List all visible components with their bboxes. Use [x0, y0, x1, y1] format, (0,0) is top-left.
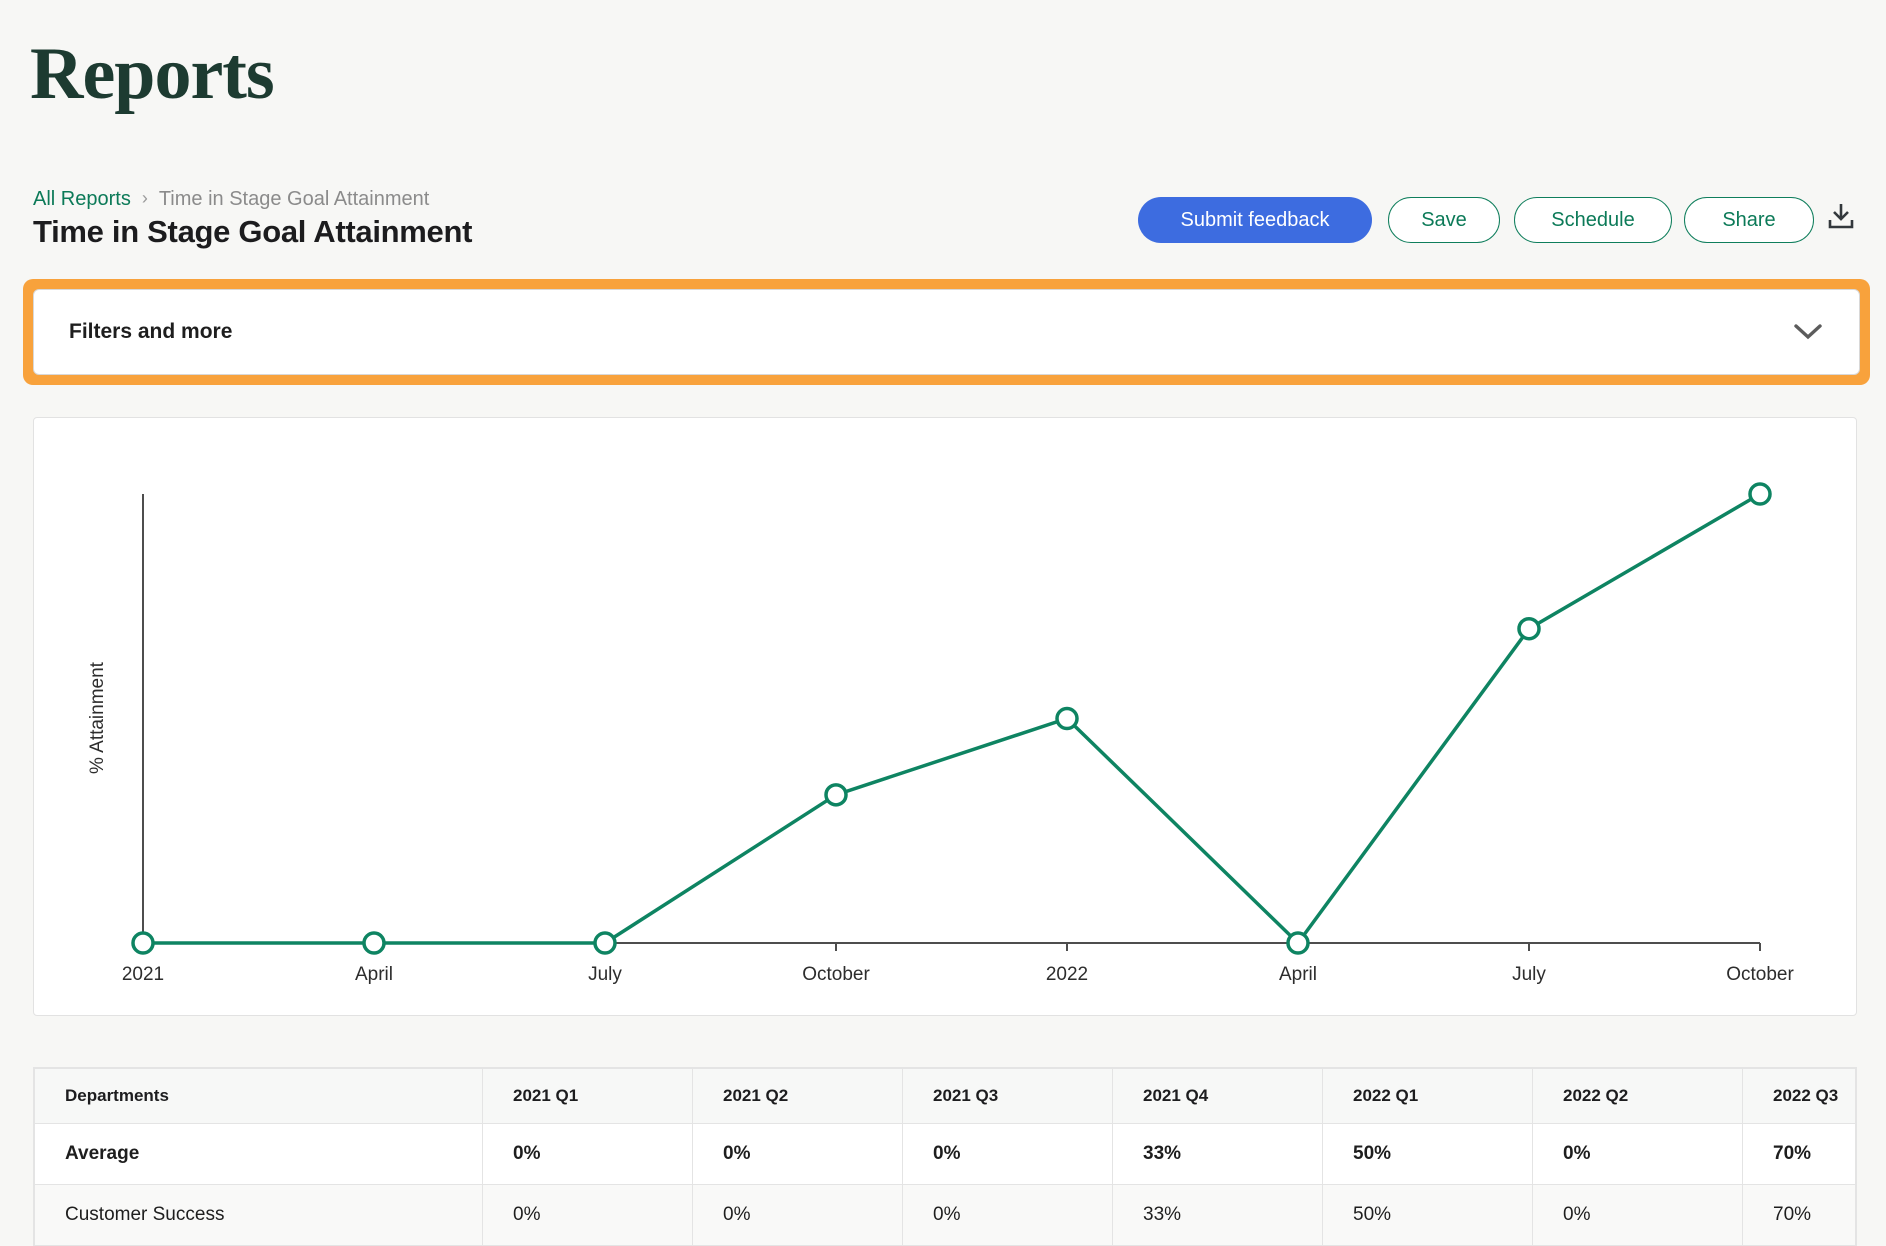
- table-header-cell: 2021 Q2: [692, 1068, 903, 1124]
- report-title: Time in Stage Goal Attainment: [33, 214, 473, 249]
- table-row: Customer Success 0% 0% 0% 33% 50% 0% 70%: [34, 1184, 1856, 1246]
- table-row-label: Customer Success: [34, 1184, 483, 1246]
- data-point-2022 Q1[interactable]: [1055, 706, 1079, 731]
- table-cell: 50%: [1322, 1184, 1533, 1246]
- x-tick-label: April: [1279, 964, 1317, 985]
- table-cell: 50%: [1322, 1123, 1533, 1185]
- data-point-2022 Q3[interactable]: [1517, 616, 1541, 641]
- breadcrumb-all-reports-link[interactable]: All Reports: [33, 188, 131, 210]
- download-button[interactable]: [1824, 200, 1858, 234]
- breadcrumb-chevron-icon: ›: [141, 188, 148, 208]
- data-point-2021 Q4[interactable]: [824, 783, 848, 807]
- data-point-2022 Q4[interactable]: [1748, 482, 1772, 506]
- page-title: Reports: [30, 33, 275, 115]
- x-tick-label: 2022: [1046, 964, 1088, 985]
- table-header-cell: 2022 Q3: [1742, 1068, 1856, 1124]
- table-header-cell: 2022 Q1: [1322, 1068, 1533, 1124]
- data-point-2021 Q3[interactable]: [593, 931, 617, 955]
- share-button[interactable]: Share: [1684, 197, 1814, 243]
- save-button[interactable]: Save: [1388, 197, 1500, 243]
- breadcrumb-current: Time in Stage Goal Attainment: [158, 188, 430, 210]
- x-tick-label: October: [802, 964, 870, 985]
- submit-feedback-button[interactable]: Submit feedback: [1138, 197, 1372, 243]
- table-header-cell: 2021 Q4: [1112, 1068, 1323, 1124]
- departments-table: Departments 2021 Q1 2021 Q2 2021 Q3 2021 Q4 2…: [34, 1068, 1856, 1246]
- x-tick-label: July: [588, 964, 622, 985]
- departments-table-card: Departments 2021 Q1 2021 Q2 2021 Q3 2021 Q4 2…: [33, 1067, 1857, 1246]
- data-point-2021 Q2[interactable]: [362, 931, 386, 955]
- table-row-label: Average: [34, 1123, 483, 1185]
- table-cell: 0%: [692, 1123, 903, 1185]
- table-cell: 70%: [1742, 1184, 1856, 1246]
- filters-panel-label: Filters and more: [69, 320, 233, 343]
- x-tick-label: 2021: [122, 964, 164, 985]
- table-cell: 0%: [1532, 1184, 1743, 1246]
- table-cell: 70%: [1742, 1123, 1856, 1185]
- table-cell: 0%: [692, 1184, 903, 1246]
- schedule-button[interactable]: Schedule: [1514, 197, 1672, 243]
- table-header-cell: 2022 Q2: [1532, 1068, 1743, 1124]
- attainment-line-chart: 2021 April July October 2022 April July October…: [87, 482, 1794, 985]
- table-header-cell: 2021 Q3: [902, 1068, 1113, 1124]
- table-row: Average 0% 0% 0% 33% 50% 0% 70%: [34, 1123, 1856, 1185]
- table-header-cell: Departments: [34, 1068, 483, 1124]
- table-header-cell: 2021 Q1: [482, 1068, 693, 1124]
- table-cell: 0%: [482, 1123, 693, 1185]
- attainment-chart-card: 2021 April July October 2022 April July October…: [33, 417, 1857, 1016]
- breadcrumb: All Reports › Time in Stage Goal Attainm…: [33, 188, 429, 211]
- table-cell: 0%: [482, 1184, 693, 1246]
- x-tick-label: April: [355, 964, 393, 985]
- filters-and-more-panel[interactable]: Filters and more: [33, 289, 1860, 375]
- table-header-row: Departments 2021 Q1 2021 Q2 2021 Q3 2021 Q4 2…: [34, 1068, 1856, 1124]
- data-point-2022 Q2[interactable]: [1286, 931, 1310, 955]
- x-tick-label: October: [1726, 964, 1794, 985]
- table-cell: 0%: [1532, 1123, 1743, 1185]
- series-line: [143, 492, 1761, 946]
- x-tick-label: July: [1512, 964, 1546, 985]
- download-icon: [1828, 204, 1854, 229]
- table-cell: 0%: [902, 1184, 1113, 1246]
- data-point-2021 Q1[interactable]: [131, 931, 155, 955]
- table-cell: 0%: [902, 1123, 1113, 1185]
- table-cell: 33%: [1112, 1184, 1323, 1246]
- table-cell: 33%: [1112, 1123, 1323, 1185]
- y-axis-label: % Attainment: [87, 661, 108, 774]
- chevron-down-icon[interactable]: [1793, 323, 1823, 341]
- filters-highlight-border: Filters and more: [23, 279, 1870, 385]
